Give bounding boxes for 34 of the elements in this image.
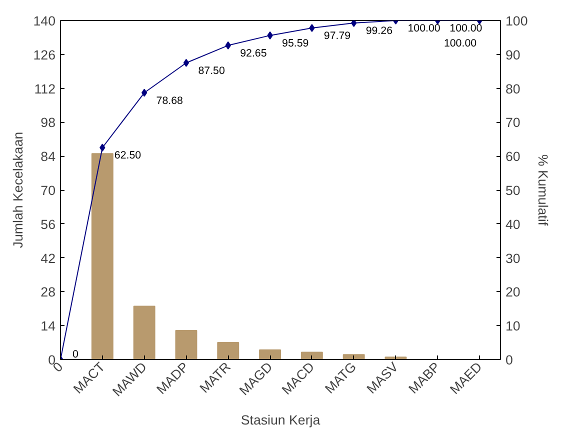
x-axis-title: Stasiun Kerja [240, 412, 321, 428]
data-label: 100.00 [444, 38, 477, 50]
data-label: 87.50 [198, 64, 225, 77]
data-label: 99.26 [366, 25, 393, 38]
y-tick-label: 28 [40, 284, 56, 300]
y2-tick-label: 20 [506, 284, 520, 300]
y-tick-label: 14 [40, 318, 56, 334]
y2-axis-title: % Kumulatif [536, 154, 551, 226]
y2-tick-label: 90 [506, 47, 520, 62]
y-tick-label: 42 [40, 250, 56, 266]
y-axis-title: Jumlah Kecelakaan [10, 132, 26, 248]
y-tick-label: 84 [40, 149, 56, 164]
data-label: 97.79 [324, 30, 351, 42]
data-label: 100.00 [450, 22, 482, 34]
y-tick-label: 56 [40, 216, 56, 232]
y-tick-label: 126 [33, 47, 56, 62]
data-label: 62.50 [114, 150, 142, 162]
y2-tick-label: 40 [506, 216, 520, 232]
y2-tick-label: 50 [506, 183, 520, 198]
y-tick-label: 70 [40, 183, 56, 198]
y-tick-label: 98 [40, 115, 56, 130]
y-tick-label: 140 [33, 14, 56, 28]
y2-tick-label: 80 [506, 81, 520, 96]
y2-tick-label: 70 [506, 115, 520, 130]
data-label: 78.68 [156, 94, 184, 107]
data-label: 95.59 [282, 37, 309, 50]
y2-tick-label: 10 [506, 318, 520, 334]
data-label: 100.00 [408, 22, 440, 34]
y2-tick-label: 30 [506, 250, 520, 266]
data-label: 92.65 [240, 47, 267, 60]
y-tick-label: 112 [34, 81, 56, 96]
data-label: 0 [72, 348, 78, 360]
y2-tick-label: 60 [506, 149, 520, 164]
y2-tick-label: 100 [506, 14, 528, 28]
